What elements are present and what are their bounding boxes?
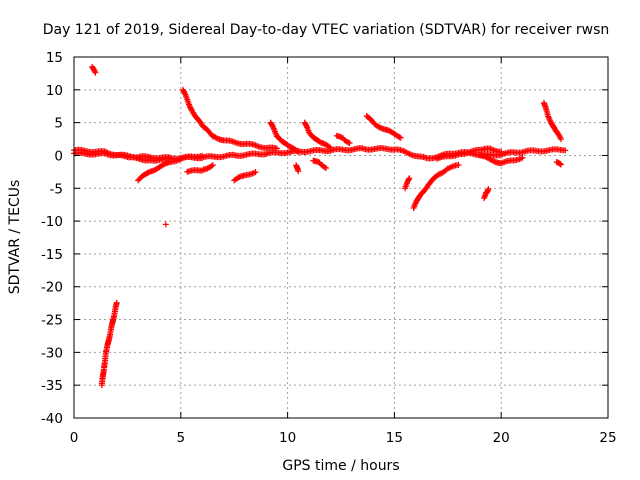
y-tick-label: -30	[41, 345, 63, 361]
data-point	[181, 90, 188, 97]
data-point	[405, 176, 412, 183]
data-point	[293, 148, 300, 155]
data-point	[323, 164, 330, 171]
data-point	[160, 161, 167, 168]
data-point	[558, 161, 565, 168]
y-tick-label: 10	[46, 83, 63, 99]
data-point	[545, 113, 552, 120]
y-tick-label: -25	[41, 313, 63, 329]
data-point	[162, 221, 169, 228]
x-tick-label: 15	[386, 430, 403, 446]
data-point	[346, 140, 353, 147]
data-points	[71, 63, 569, 389]
data-point	[295, 149, 302, 156]
y-tick-label: 0	[54, 148, 63, 164]
data-point	[92, 69, 99, 76]
data-point	[436, 171, 443, 178]
y-tick-label: 15	[46, 50, 63, 66]
data-point	[376, 124, 383, 131]
data-point	[273, 145, 280, 152]
y-axis-label: SDTVAR / TECUs	[7, 180, 23, 295]
x-tick-label: 5	[177, 430, 186, 446]
data-point	[199, 152, 206, 159]
data-point	[303, 123, 310, 130]
data-point	[287, 143, 294, 150]
data-point	[558, 136, 565, 143]
data-point	[199, 167, 206, 174]
y-tick-label: -20	[41, 280, 63, 296]
data-point	[375, 123, 382, 130]
y-tick-label: -5	[50, 181, 63, 197]
plot-frame	[73, 56, 609, 419]
data-point	[113, 299, 120, 306]
y-tick-label: -15	[41, 247, 63, 263]
y-tick-label: 5	[54, 116, 63, 132]
y-tick-label: -35	[41, 378, 63, 394]
data-point	[252, 169, 259, 176]
data-point	[269, 122, 276, 129]
x-tick-label: 20	[493, 430, 510, 446]
y-tick-label: -10	[41, 214, 63, 230]
data-point	[556, 160, 563, 167]
data-point	[295, 168, 302, 175]
data-point	[213, 135, 220, 142]
grid	[74, 57, 608, 418]
x-tick-label: 10	[279, 430, 296, 446]
data-point	[327, 144, 334, 151]
x-axis-label: GPS time / hours	[282, 458, 399, 474]
data-point	[321, 164, 328, 171]
data-point	[455, 162, 462, 169]
data-point	[397, 134, 404, 141]
data-point	[91, 67, 98, 74]
data-point	[485, 186, 492, 193]
data-point	[490, 157, 497, 164]
data-point	[145, 169, 152, 176]
data-point	[186, 103, 193, 110]
data-point	[498, 148, 505, 155]
data-point	[208, 163, 215, 170]
x-tick-label: 25	[599, 430, 616, 446]
data-point	[562, 147, 569, 154]
y-tick-label: -40	[41, 411, 63, 427]
axis-ticks: 0 5 10 15 20 25 15 10 5 0 -5 -10 -15 -20 -25 -30 -35 -40	[41, 50, 617, 446]
data-point	[209, 162, 216, 169]
x-tick-label: 0	[70, 430, 79, 446]
data-point	[235, 174, 242, 181]
data-point	[406, 175, 413, 182]
chart-title: Day 121 of 2019, Sidereal Day-to-day VTE…	[43, 22, 610, 38]
data-point	[519, 154, 526, 161]
data-point	[325, 143, 332, 150]
